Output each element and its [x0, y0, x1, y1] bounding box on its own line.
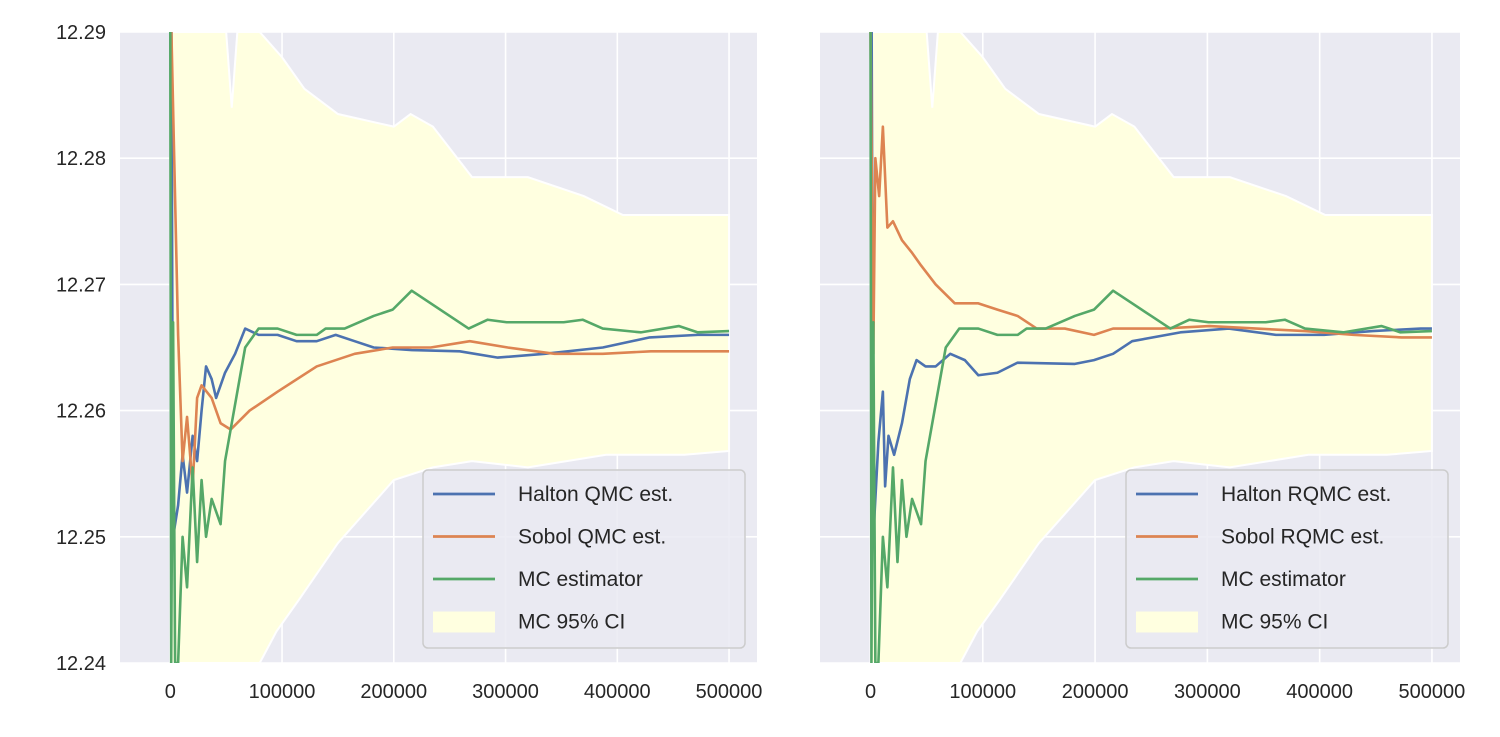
series-line-halton-rqmc-est-: [870, 32, 1432, 539]
legend-swatch-ci: [1136, 611, 1198, 633]
ci-band: [869, 32, 1433, 663]
legend-label: Sobol QMC est.: [518, 526, 666, 549]
x-tick-label: 0: [865, 681, 876, 703]
y-tick-label: 12.24: [56, 653, 106, 675]
panel-2: 0 100000 200000 300000 400000 500000 Halton RQ…: [820, 31, 1466, 703]
y-tick-label: 12.25: [56, 527, 106, 549]
panel-1: 12.24 12.25 12.26 12.27 12.28 12.29 0 100000 200…: [56, 22, 762, 703]
legend-label: Halton QMC est.: [518, 483, 673, 506]
series-line-sobol-qmc-est-: [170, 32, 730, 488]
legend-frame: [422, 469, 746, 649]
x-tick-label: 300000: [1174, 681, 1241, 703]
x-tick-label: 300000: [472, 681, 539, 703]
legend-swatch-ci: [433, 611, 495, 633]
x-tick-label: 200000: [1062, 681, 1129, 703]
legend-label: Sobol RQMC est.: [1221, 526, 1384, 549]
y-tick-label: 12.28: [56, 148, 106, 170]
plot-area: [869, 32, 1433, 663]
legend-label: MC 95% CI: [1221, 611, 1328, 634]
series-line-mc-estimator: [869, 32, 1432, 663]
x-tick-label: 500000: [1399, 681, 1466, 703]
legend-label: MC 95% CI: [518, 611, 625, 634]
plot-area: [168, 32, 731, 663]
series-line-mc-estimator: [168, 32, 730, 663]
series-line-sobol-rqmc-est-: [869, 32, 1432, 356]
x-tick-label: 200000: [360, 681, 427, 703]
legend: Halton RQMC est. Sobol RQMC est. MC estima…: [1125, 469, 1449, 649]
ci-band: [169, 32, 731, 663]
legend-label: MC estimator: [1221, 568, 1346, 591]
legend: Halton QMC est. Sobol QMC est. MC estimato…: [422, 469, 746, 649]
x-tick-label: 100000: [249, 681, 316, 703]
legend-label: Halton RQMC est.: [1221, 483, 1391, 506]
x-tick-label: 0: [165, 681, 176, 703]
legend-label: MC estimator: [518, 568, 643, 591]
x-tick-label: 500000: [696, 681, 763, 703]
y-tick-label: 12.26: [56, 401, 106, 423]
y-tick-label: 12.27: [56, 274, 106, 296]
x-tick-label: 100000: [949, 681, 1016, 703]
x-tick-label: 400000: [584, 681, 651, 703]
y-tick-label: 12.29: [56, 22, 106, 44]
legend-frame: [1125, 469, 1449, 649]
x-tick-label: 400000: [1286, 681, 1353, 703]
